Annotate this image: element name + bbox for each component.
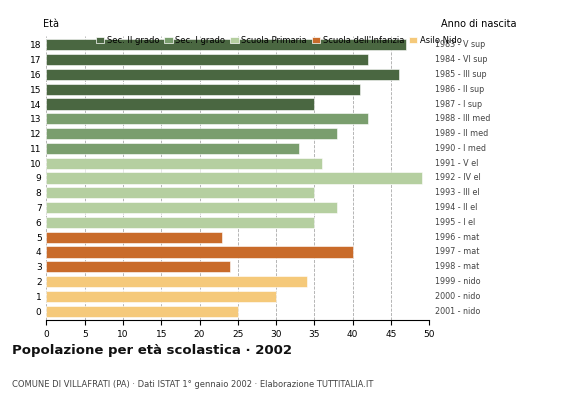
Text: 1991 - V el: 1991 - V el bbox=[436, 159, 478, 168]
Text: 1983 - V sup: 1983 - V sup bbox=[436, 40, 485, 49]
Text: 1994 - II el: 1994 - II el bbox=[436, 203, 478, 212]
Text: Età: Età bbox=[42, 19, 59, 29]
Text: 1990 - I med: 1990 - I med bbox=[436, 144, 486, 153]
Text: 1988 - III med: 1988 - III med bbox=[436, 114, 491, 123]
Text: 1993 - III el: 1993 - III el bbox=[436, 188, 480, 197]
Bar bbox=[46, 291, 276, 302]
Bar bbox=[46, 261, 230, 272]
Text: 1986 - II sup: 1986 - II sup bbox=[436, 85, 484, 94]
Bar bbox=[46, 39, 406, 50]
Bar bbox=[46, 54, 368, 65]
Text: 1999 - nido: 1999 - nido bbox=[436, 277, 481, 286]
Bar bbox=[46, 217, 314, 228]
Text: 1992 - IV el: 1992 - IV el bbox=[436, 174, 481, 182]
Bar bbox=[46, 246, 353, 258]
Bar bbox=[46, 98, 314, 110]
Text: Popolazione per età scolastica · 2002: Popolazione per età scolastica · 2002 bbox=[12, 344, 292, 357]
Bar bbox=[46, 143, 299, 154]
Bar bbox=[46, 187, 314, 198]
Text: 1997 - mat: 1997 - mat bbox=[436, 248, 480, 256]
Legend: Sec. II grado, Sec. I grado, Scuola Primaria, Scuola dell'Infanzia, Asilo Nido: Sec. II grado, Sec. I grado, Scuola Prim… bbox=[96, 36, 462, 45]
Bar bbox=[46, 202, 338, 213]
Bar bbox=[46, 113, 368, 124]
Text: 2001 - nido: 2001 - nido bbox=[436, 307, 481, 316]
Bar bbox=[46, 172, 422, 184]
Bar bbox=[46, 128, 338, 139]
Text: COMUNE DI VILLAFRATI (PA) · Dati ISTAT 1° gennaio 2002 · Elaborazione TUTTITALIA: COMUNE DI VILLAFRATI (PA) · Dati ISTAT 1… bbox=[12, 380, 373, 389]
Bar bbox=[46, 158, 322, 169]
Text: 1984 - VI sup: 1984 - VI sup bbox=[436, 55, 488, 64]
Bar bbox=[46, 306, 238, 317]
Text: 1985 - III sup: 1985 - III sup bbox=[436, 70, 487, 79]
Text: 1998 - mat: 1998 - mat bbox=[436, 262, 480, 271]
Text: 1996 - mat: 1996 - mat bbox=[436, 233, 480, 242]
Bar bbox=[46, 84, 360, 95]
Text: 1995 - I el: 1995 - I el bbox=[436, 218, 476, 227]
Bar bbox=[46, 232, 223, 243]
Text: 1989 - II med: 1989 - II med bbox=[436, 129, 488, 138]
Bar bbox=[46, 276, 307, 287]
Text: Anno di nascita: Anno di nascita bbox=[441, 19, 516, 29]
Text: 1987 - I sup: 1987 - I sup bbox=[436, 100, 483, 108]
Bar bbox=[46, 69, 398, 80]
Text: 2000 - nido: 2000 - nido bbox=[436, 292, 481, 301]
